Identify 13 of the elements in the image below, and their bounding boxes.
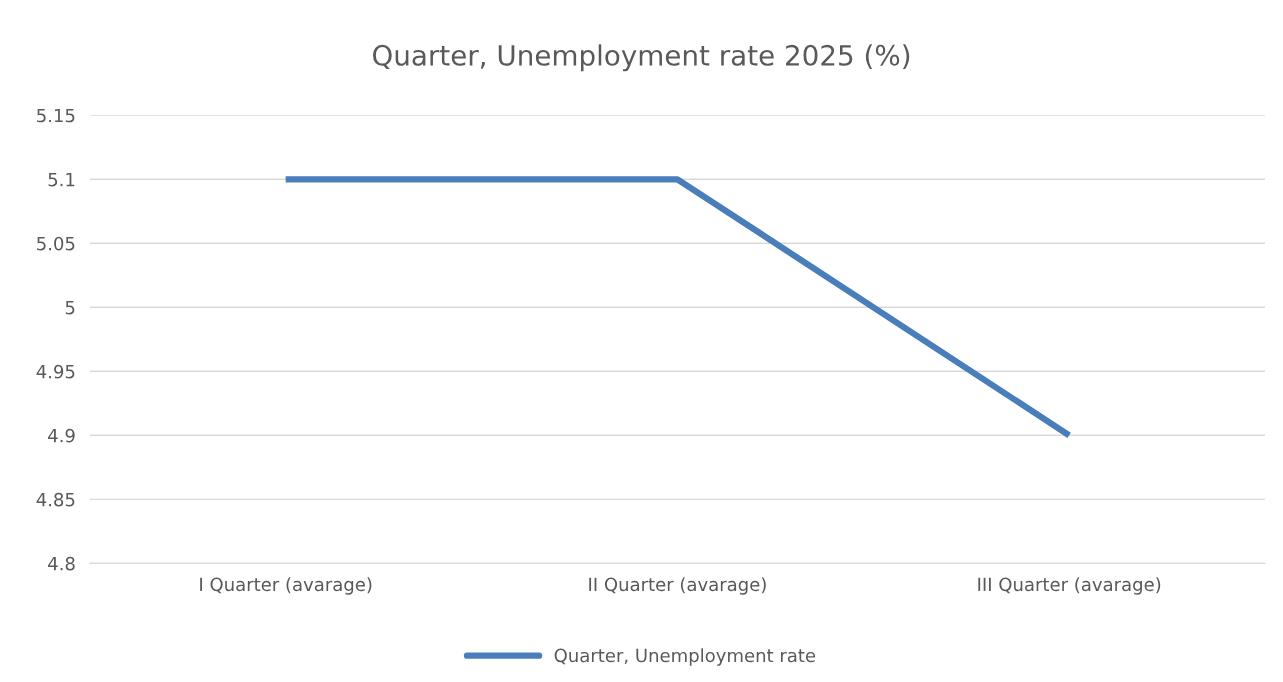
y-tick-label: 4.95: [36, 364, 75, 379]
y-tick-label: 5.05: [37, 236, 75, 251]
y-tick-label: 5.15: [37, 108, 75, 123]
x-tick-label: III Quarter (avarage): [978, 577, 1161, 595]
y-tick-label: 4.9: [48, 428, 75, 443]
y-tick-label: 5.1: [48, 172, 75, 187]
legend-label: Quarter, Unemployment rate: [554, 648, 816, 666]
y-tick-label: 4.8: [48, 556, 75, 571]
x-tick-label: I Quarter (avarage): [200, 577, 372, 595]
y-tick-label: 4.85: [36, 492, 75, 507]
x-tick-label: II Quarter (avarage): [589, 577, 766, 595]
y-tick-label: 5: [65, 300, 75, 315]
chart-title: Quarter, Unemployment rate 2025 (%): [372, 44, 910, 72]
